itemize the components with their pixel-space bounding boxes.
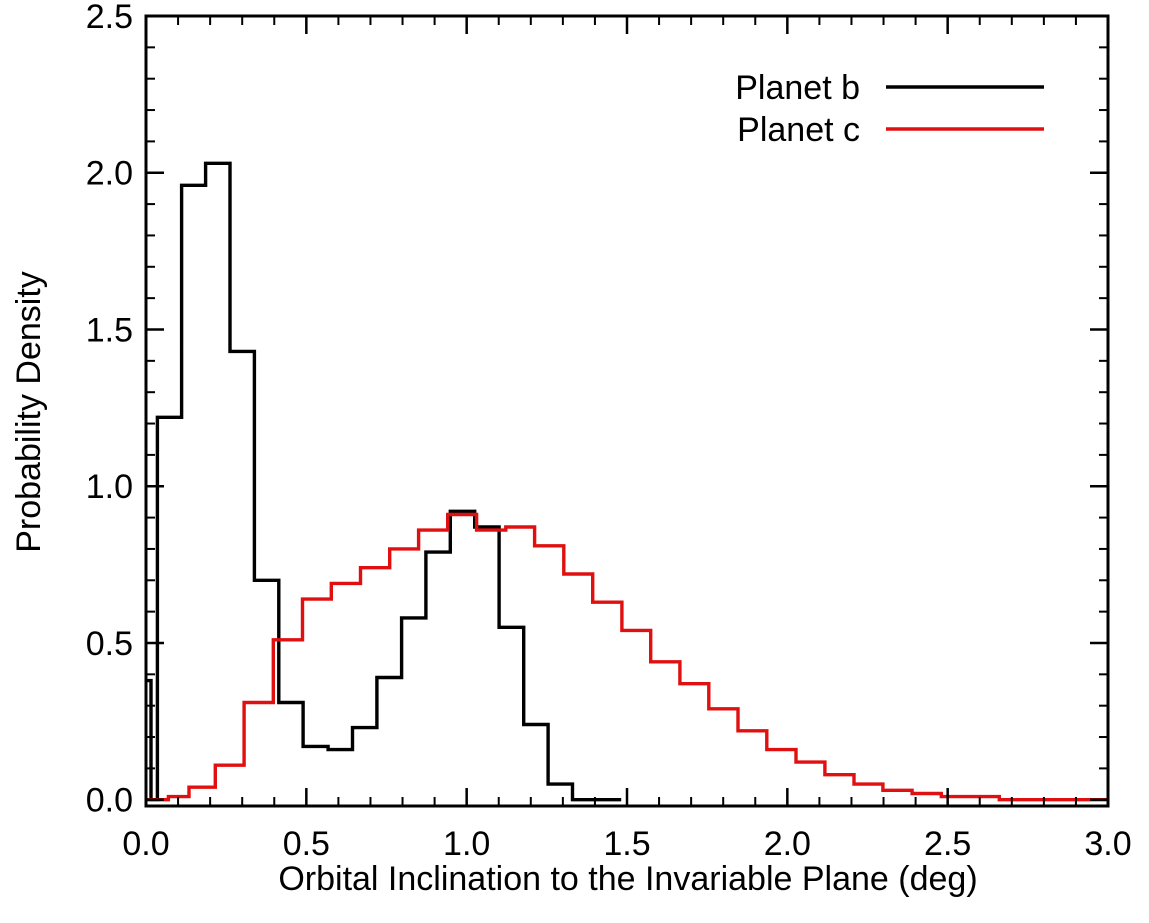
y-axis-label: Probability Density bbox=[10, 271, 48, 553]
y-tick-label: 0.5 bbox=[86, 625, 133, 663]
x-tick-label: 0.5 bbox=[283, 825, 330, 863]
legend: Planet b Planet c bbox=[735, 69, 1044, 149]
series-line-planet-b bbox=[146, 161, 622, 802]
x-axis-label: Orbital Inclination to the Invariable Pl… bbox=[278, 860, 977, 898]
y-tick-label: 1.5 bbox=[86, 311, 133, 349]
x-tick-label: 1.0 bbox=[443, 825, 490, 863]
plot-frame bbox=[144, 14, 1110, 808]
legend-label-planet-b: Planet b bbox=[735, 69, 860, 107]
x-tick-label: 3.0 bbox=[1084, 825, 1131, 863]
axis-ticks: 0.0 0.5 1.0 1.5 2.0 2.5 3.0 0.0 0.5 1.0 1.5 2.0 2.5 bbox=[86, 0, 1132, 863]
y-tick-label: 2.5 bbox=[86, 0, 133, 36]
x-tick-label: 0.0 bbox=[122, 825, 169, 863]
legend-label-planet-c: Planet c bbox=[737, 111, 860, 149]
series-line-planet-c bbox=[146, 512, 1108, 802]
y-tick-label: 0.0 bbox=[86, 782, 133, 820]
plot-border bbox=[144, 14, 1110, 808]
x-tick-label: 1.5 bbox=[603, 825, 650, 863]
series-layer bbox=[146, 161, 1108, 802]
x-tick-label: 2.5 bbox=[924, 825, 971, 863]
x-tick-label: 2.0 bbox=[764, 825, 811, 863]
y-tick-label: 1.0 bbox=[86, 468, 133, 506]
y-tick-label: 2.0 bbox=[86, 155, 133, 193]
